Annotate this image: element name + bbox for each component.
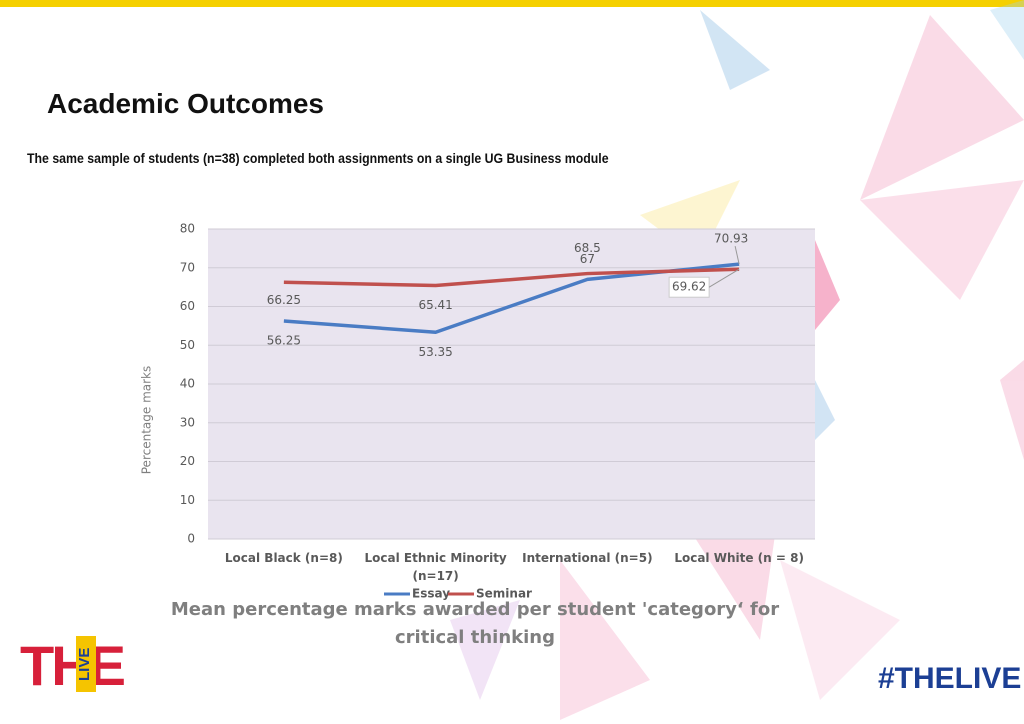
y-tick-label: 10 bbox=[180, 493, 195, 507]
data-label: 69.62 bbox=[672, 280, 706, 294]
data-label: 56.25 bbox=[267, 334, 301, 348]
data-label: 66.25 bbox=[267, 293, 301, 307]
data-label: 65.41 bbox=[418, 298, 452, 312]
logo-side: LIVE bbox=[76, 636, 96, 692]
x-tick-label: Local Black (n=8) bbox=[224, 551, 343, 565]
x-tick-label: Local Ethnic Minority (n=17) bbox=[364, 551, 507, 583]
y-tick-label: 40 bbox=[180, 377, 195, 391]
y-tick-label: 30 bbox=[180, 415, 195, 429]
hashtag: #THELIVE bbox=[878, 662, 1022, 695]
caption: Mean percentage marks awarded per studen… bbox=[170, 599, 780, 648]
x-tick-label: Local White (n = 8) bbox=[674, 551, 804, 565]
y-tick-label: 0 bbox=[187, 532, 195, 546]
y-tick-label: 20 bbox=[180, 454, 195, 468]
y-tick-label: 60 bbox=[180, 299, 195, 313]
data-label: 67 bbox=[580, 252, 595, 266]
x-tick-label: International (n=5) bbox=[522, 551, 653, 565]
y-tick-label: 50 bbox=[180, 338, 195, 352]
y-tick-label: 80 bbox=[180, 222, 195, 236]
series-line bbox=[283, 267, 740, 288]
leader-line bbox=[708, 268, 740, 288]
y-axis-title: Percentage marks bbox=[140, 366, 154, 475]
leader-line bbox=[734, 246, 740, 265]
slide-subtitle: The same sample of students (n=38) compl… bbox=[27, 150, 609, 166]
data-label: 70.93 bbox=[714, 232, 748, 246]
data-label: 53.35 bbox=[418, 345, 452, 359]
legend-label: Essay bbox=[412, 587, 450, 601]
slide-title: Academic Outcomes bbox=[47, 88, 324, 119]
logo: THE bbox=[20, 634, 126, 697]
y-tick-label: 70 bbox=[180, 260, 195, 274]
data-label: 68.5 bbox=[574, 241, 601, 255]
top-bar bbox=[0, 0, 1024, 7]
legend-label: Seminar bbox=[476, 587, 532, 601]
